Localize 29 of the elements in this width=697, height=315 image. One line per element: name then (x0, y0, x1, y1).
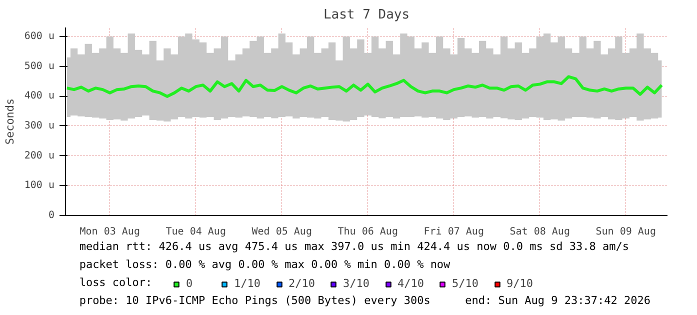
legend-label: 3/10 (343, 277, 370, 290)
y-tick-label: 0 (48, 210, 55, 221)
text: packet loss: 0.00 % avg 0.00 % max 0.00 % min 0.00 % now (79, 258, 451, 271)
line-series (66, 75, 664, 98)
y-axis-title: Seconds (3, 98, 16, 145)
legend-label: 9/10 (506, 277, 533, 290)
y-tick-label: 200 u (24, 150, 55, 162)
text: probe: 10 IPv6-ICMP Echo Pings (500 Bytes) every 300s (79, 294, 430, 307)
x-tick-label: Sat 08 Aug (510, 226, 570, 238)
legend-label: 0 (186, 277, 194, 290)
text: median rtt: 426.4 us avg 475.4 us max 397.0 us min 424.4 us now 0.0 ms sd 33.8 am/s (79, 240, 630, 253)
x-tick-label: Tue 04 Aug (166, 226, 226, 238)
legend-label: 2/10 (288, 277, 315, 290)
legend-title: loss color: (79, 276, 152, 289)
legend-label: 5/10 (452, 277, 478, 290)
x-tick-label: Sun 09 Aug (596, 226, 656, 238)
x-tick-label: Thu 06 Aug (338, 226, 398, 238)
y-tick-label: 300 u (24, 120, 55, 132)
text: end: Sun Aug 9 23:37:42 2026 (465, 294, 651, 307)
x-tick-label: Wed 05 Aug (252, 226, 312, 238)
x-tick-label: Mon 03 Aug (80, 226, 140, 238)
legend-label: 1/10 (234, 277, 260, 290)
chart-title: Last 7 Days (323, 8, 410, 22)
y-tick-label: 100 u (24, 180, 55, 192)
legend-label: 4/10 (398, 277, 424, 290)
x-tick-label: Fri 07 Aug (424, 226, 484, 238)
y-tick-label: 600 u (24, 30, 55, 42)
y-tick-label: 400 u (24, 90, 55, 102)
y-tick-label: 500 u (24, 60, 55, 72)
